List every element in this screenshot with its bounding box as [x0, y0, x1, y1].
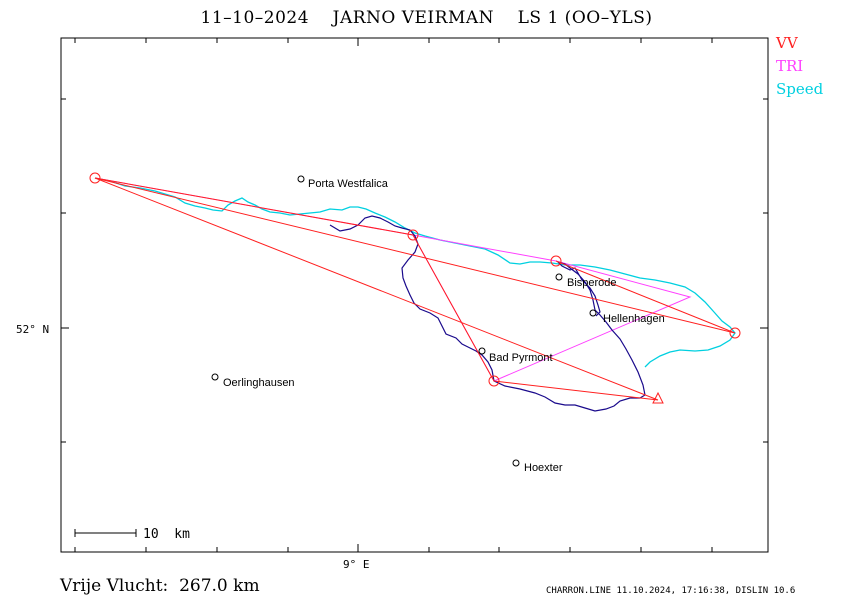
- lon-label: 9° E: [343, 558, 370, 571]
- footer-info: CHARRON.LINE 11.10.2024, 17:16:38, DISLI…: [546, 586, 796, 596]
- free-flight-distance: Vrije Vlucht: 267.0 km: [60, 576, 260, 596]
- vv-course: [94, 177, 659, 401]
- vv-leg-east: [555, 260, 736, 334]
- place-bisperode: Bisperode: [567, 277, 617, 289]
- place-markers: [211, 175, 597, 467]
- flight-track: [329, 215, 646, 412]
- place-hoexter: Hoexter: [524, 462, 563, 474]
- vv-leg-long: [94, 177, 736, 334]
- turnpoint-markers: [89, 172, 741, 404]
- scale-bar: [74, 529, 137, 537]
- place-hellenhagen: Hellenhagen: [603, 313, 665, 325]
- place-oerlinghausen: Oerlinghausen: [223, 377, 295, 389]
- legend-vv: VV: [776, 34, 798, 52]
- legend-speed: Speed: [776, 80, 824, 98]
- axis-ticks: [61, 38, 768, 552]
- scale-label: 10 km: [143, 527, 190, 542]
- map-title: 11–10–2024 JARNO VEIRMAN LS 1 (OO–YLS): [200, 8, 653, 28]
- map-frame: [60, 37, 769, 553]
- lat-label: 52° N: [16, 323, 49, 336]
- legend-tri: TRI: [776, 57, 804, 75]
- place-porta-westfalica: Porta Westfalica: [308, 178, 389, 190]
- place-bad-pyrmont: Bad Pyrmont: [489, 352, 553, 364]
- speed-track: [94, 177, 736, 368]
